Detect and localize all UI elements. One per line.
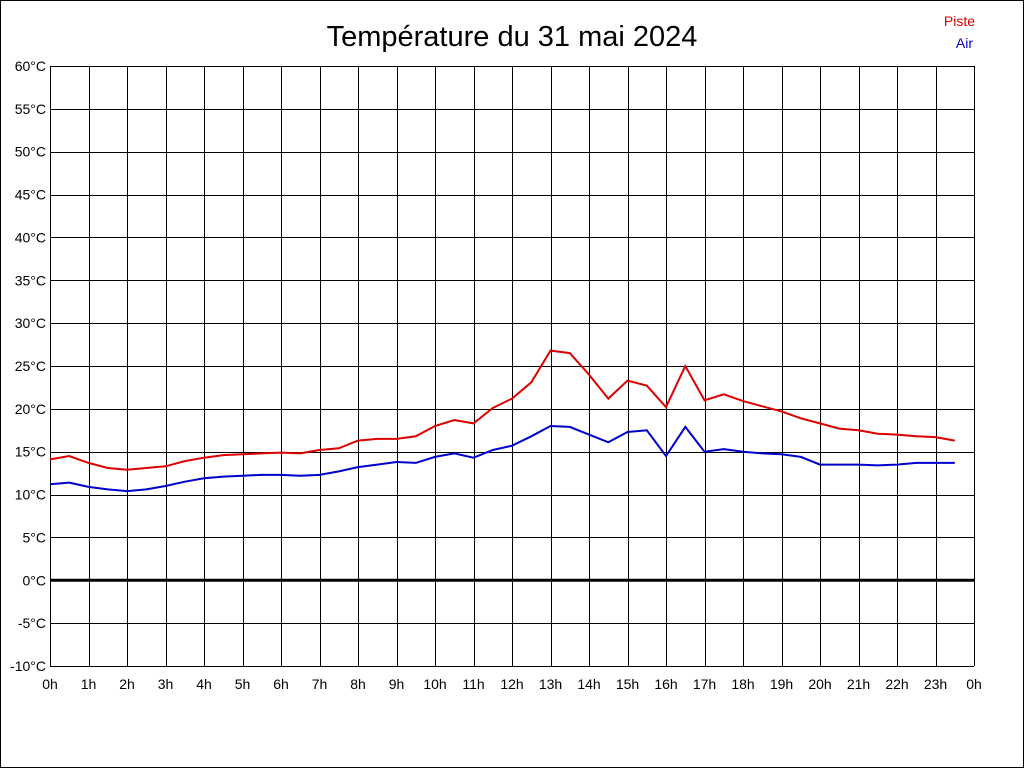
x-tick-label: 22h bbox=[885, 676, 908, 692]
y-tick-label: 20°C bbox=[15, 401, 46, 417]
y-tick-label: 55°C bbox=[15, 101, 46, 117]
x-tick-label: 2h bbox=[119, 676, 135, 692]
y-tick-label: 40°C bbox=[15, 229, 46, 245]
x-tick-label: 7h bbox=[312, 676, 328, 692]
x-tick-labels: 0h 1h 2h 3h 4h 5h 6h 7h 8h 9h 10h 11h 12h 13h 14h 15h 16… bbox=[42, 676, 982, 692]
x-tick-label: 19h bbox=[770, 676, 793, 692]
x-tick-label: 14h bbox=[577, 676, 600, 692]
y-tick-labels: 60°C 55°C 50°C 45°C 40°C 35°C 30°C 25°C 20°C 15°C… bbox=[10, 58, 46, 674]
y-tick-label: 60°C bbox=[15, 58, 46, 74]
y-tick-label: 10°C bbox=[15, 487, 46, 503]
y-tick-label: 15°C bbox=[15, 444, 46, 460]
x-tick-label: 0h bbox=[966, 676, 982, 692]
y-tick-label: 30°C bbox=[15, 315, 46, 331]
legend-item-piste: Piste bbox=[944, 13, 975, 29]
y-tick-label: 35°C bbox=[15, 272, 46, 288]
x-tick-label: 15h bbox=[616, 676, 639, 692]
series-line-piste bbox=[49, 349, 955, 471]
x-tick-label: 16h bbox=[654, 676, 677, 692]
x-tick-label: 11h bbox=[462, 676, 484, 692]
chart-title: Température du 31 mai 2024 bbox=[327, 21, 698, 53]
x-tick-label: 6h bbox=[273, 676, 289, 692]
x-tick-label: 10h bbox=[423, 676, 446, 692]
grid-lines bbox=[50, 66, 975, 667]
y-tick-label: 50°C bbox=[15, 144, 46, 160]
y-tick-label: 45°C bbox=[15, 187, 46, 203]
x-tick-label: 8h bbox=[350, 676, 366, 692]
legend-item-air: Air bbox=[956, 35, 973, 51]
x-tick-label: 21h bbox=[847, 676, 870, 692]
x-tick-label: 5h bbox=[235, 676, 251, 692]
x-tick-label: 18h bbox=[731, 676, 754, 692]
y-tick-label: 25°C bbox=[15, 358, 46, 374]
x-tick-label: 17h bbox=[693, 676, 716, 692]
x-tick-label: 0h bbox=[42, 676, 58, 692]
x-tick-label: 13h bbox=[539, 676, 562, 692]
series-line-air bbox=[49, 424, 955, 493]
x-tick-label: 23h bbox=[924, 676, 947, 692]
x-tick-label: 1h bbox=[81, 676, 97, 692]
series-lines bbox=[49, 349, 955, 493]
x-tick-label: 9h bbox=[389, 676, 405, 692]
x-tick-label: 4h bbox=[196, 676, 212, 692]
y-tick-label: 0°C bbox=[23, 572, 47, 588]
y-tick-label: -10°C bbox=[10, 658, 46, 674]
y-tick-label: 5°C bbox=[23, 529, 47, 545]
x-tick-label: 3h bbox=[158, 676, 174, 692]
y-tick-label: -5°C bbox=[18, 615, 46, 631]
x-tick-label: 12h bbox=[500, 676, 523, 692]
x-tick-label: 20h bbox=[808, 676, 831, 692]
